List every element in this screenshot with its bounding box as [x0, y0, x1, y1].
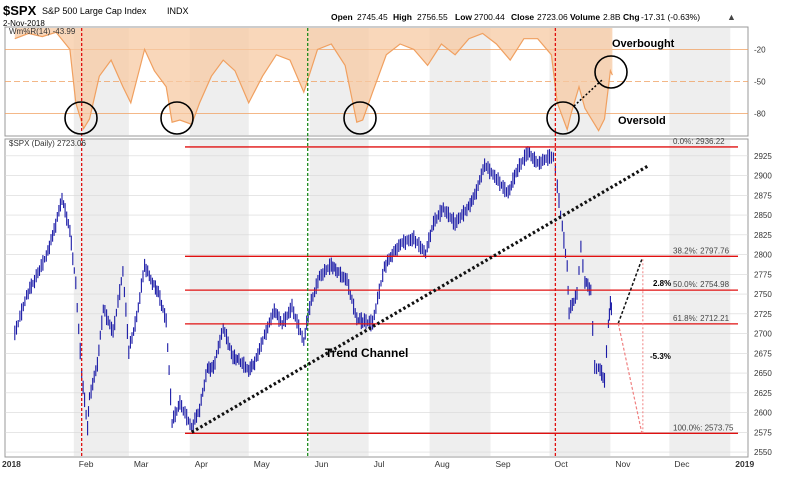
header-symbol: $SPX [3, 3, 37, 18]
oversold-label: Oversold [618, 115, 666, 127]
x-tick-label: Sep [496, 459, 511, 469]
chg-label: Chg [623, 12, 640, 22]
low-value: 2700.44 [474, 12, 505, 22]
chg-value: -17.31 (-0.63%) [641, 12, 700, 22]
close-label: Close [511, 12, 534, 22]
header-date: 2-Nov-2018 [3, 19, 45, 28]
highlight-circle [594, 55, 628, 89]
willr-series-name: Wm%R(14) [9, 27, 51, 36]
fib-level-label: 61.8%: 2712.21 [673, 314, 730, 323]
price-tick-label: 2575 [754, 428, 772, 437]
fib-level-label: 0.0%: 2936.22 [673, 137, 725, 146]
x-tick-label: Jun [315, 459, 329, 469]
overbought-label: Overbought [612, 38, 675, 50]
header-exchange: INDX [167, 6, 189, 16]
price-tick-label: 2925 [754, 152, 772, 161]
open-value: 2745.45 [357, 12, 388, 22]
highlight-circle [160, 101, 194, 135]
x-tick-label: Nov [615, 459, 631, 469]
open-label: Open [331, 12, 353, 22]
price-tick-label: 2650 [754, 369, 772, 378]
scenario-down-line [617, 323, 643, 434]
scenario-up-label: 2.8% [653, 279, 671, 288]
price-month-band [429, 140, 491, 456]
x-tick-label: 2019 [735, 459, 754, 469]
price-tick-label: 2850 [754, 211, 772, 220]
x-tick-label: Dec [674, 459, 690, 469]
price-tick-label: 2550 [754, 448, 772, 457]
chart-arrow-icon[interactable]: ▲ [727, 12, 736, 22]
trend-channel-label: Trend Channel [325, 346, 408, 360]
price-legend: $SPX (Daily) 2723.06 [9, 139, 86, 148]
volume-label: Volume [570, 12, 600, 22]
x-tick-label: 2018 [2, 459, 21, 469]
highlight-circle [546, 101, 580, 135]
x-tick-label: Aug [435, 459, 450, 469]
price-tick-label: 2750 [754, 290, 772, 299]
willr-last-value: -43.99 [53, 27, 76, 36]
willr-tick-label: -80 [754, 110, 766, 119]
scenario-down-label: -5.3% [650, 352, 671, 361]
price-month-band [549, 140, 611, 456]
price-month-band [669, 140, 731, 456]
trend-channel-line [190, 164, 649, 434]
willr-tick-label: -50 [754, 78, 766, 87]
willr-legend: Wm%R(14) -43.99 [9, 27, 76, 36]
x-tick-label: Jul [374, 459, 385, 469]
scenario-up-line [617, 259, 643, 324]
price-tick-label: 2725 [754, 310, 772, 319]
fib-level-label: 50.0%: 2754.98 [673, 280, 730, 289]
willr-area [14, 28, 613, 131]
price-month-band [189, 140, 249, 456]
header-name: S&P 500 Large Cap Index [42, 6, 147, 16]
x-tick-label: Mar [134, 459, 149, 469]
x-tick-label: Apr [195, 459, 208, 469]
highlight-circle [64, 101, 98, 135]
low-label: Low [455, 12, 472, 22]
willr-line [14, 31, 613, 132]
price-tick-label: 2625 [754, 389, 772, 398]
price-tick-label: 2825 [754, 231, 772, 240]
price-tick-label: 2800 [754, 251, 772, 260]
price-tick-label: 2600 [754, 409, 772, 418]
price-tick-label: 2700 [754, 330, 772, 339]
price-tick-label: 2875 [754, 191, 772, 200]
price-tick-label: 2675 [754, 349, 772, 358]
willr-tick-label: -20 [754, 45, 766, 54]
price-tick-label: 2775 [754, 270, 772, 279]
fib-level-label: 38.2%: 2797.76 [673, 246, 730, 255]
volume-value: 2.8B [603, 12, 621, 22]
high-label: High [393, 12, 412, 22]
x-tick-label: May [254, 459, 271, 469]
high-value: 2756.55 [417, 12, 448, 22]
fib-level-label: 100.0%: 2573.75 [673, 423, 734, 432]
price-tick-label: 2900 [754, 172, 772, 181]
x-tick-label: Feb [79, 459, 94, 469]
highlight-circle [343, 101, 377, 135]
close-value: 2723.06 [537, 12, 568, 22]
x-tick-label: Oct [554, 459, 568, 469]
price-month-band [309, 140, 369, 456]
